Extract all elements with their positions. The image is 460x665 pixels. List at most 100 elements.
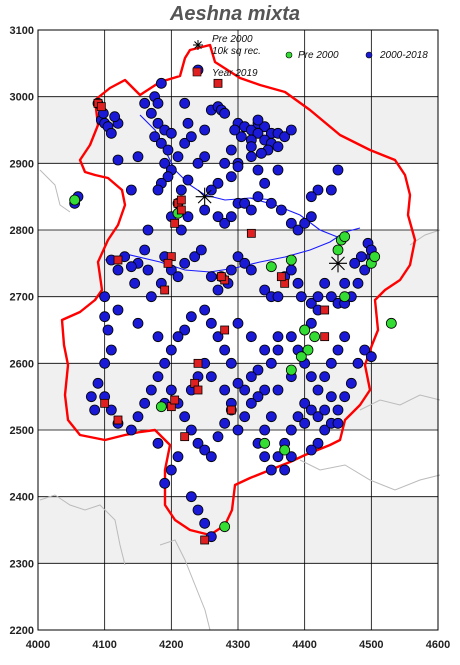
record-dot: [305, 317, 317, 329]
record-dot: [159, 357, 171, 369]
y-tick-label: 2700: [10, 292, 34, 304]
record-square: [176, 195, 186, 205]
record-dot: [182, 117, 194, 129]
record-dot: [152, 97, 164, 109]
x-tick-label: 4100: [92, 639, 116, 651]
y-axis-ticks: 3100 3000 2900 2800 2700 2600 2500 2400 2300 2200: [10, 25, 34, 637]
record-dot: [182, 174, 194, 186]
record-dot: [245, 397, 257, 409]
record-square: [320, 305, 330, 315]
record-dot: [89, 404, 101, 416]
record-dot: [345, 377, 357, 389]
x-tick-label: 4500: [359, 639, 383, 651]
neighbour-boundary-west: [39, 169, 71, 213]
record-square: [176, 205, 186, 215]
record-dot: [245, 331, 257, 343]
record-dot: [259, 384, 271, 396]
record-square: [170, 395, 180, 405]
record-dot: [155, 137, 167, 149]
record-dot: [295, 351, 307, 363]
record-dot: [175, 184, 187, 196]
record-dot: [92, 377, 104, 389]
record-dot: [352, 357, 364, 369]
record-dot: [235, 131, 247, 143]
record-square: [170, 218, 180, 228]
record-dot: [105, 127, 117, 139]
y-tick-label: 2300: [10, 558, 34, 570]
record-star: [329, 254, 347, 273]
record-square: [276, 272, 286, 282]
record-dot: [245, 141, 257, 153]
record-dot: [302, 344, 314, 356]
series-10k-sq-rec: [195, 187, 347, 273]
legend-green-dot-icon: [285, 51, 293, 59]
y-tick-label: 2200: [10, 625, 34, 637]
record-dot: [152, 371, 164, 383]
record-dot: [285, 451, 297, 463]
record-dot: [142, 264, 154, 276]
record-dot: [292, 411, 304, 423]
record-dot: [299, 324, 311, 336]
record-dot: [275, 204, 287, 216]
record-dot: [199, 204, 211, 216]
y-tick-label: 2900: [10, 158, 34, 170]
record-dot: [279, 444, 291, 456]
record-dot: [112, 154, 124, 166]
record-dot: [199, 304, 211, 316]
x-tick-label: 4200: [159, 639, 183, 651]
legend-green-label: Pre 2000: [298, 50, 339, 61]
record-dot: [305, 371, 317, 383]
record-dot: [259, 424, 271, 436]
legend-red-square-icon: [192, 67, 202, 77]
record-dot: [139, 97, 151, 109]
record-dot: [252, 127, 264, 139]
y-tick-label: 3100: [10, 25, 34, 37]
record-dot: [239, 257, 251, 269]
record-square: [180, 432, 190, 442]
record-dot: [185, 131, 197, 143]
record-dot: [165, 344, 177, 356]
record-dot: [325, 391, 337, 403]
record-square: [113, 415, 123, 425]
record-dot: [205, 317, 217, 329]
record-dot: [125, 184, 137, 196]
record-dot: [225, 211, 237, 223]
record-dot: [199, 517, 211, 529]
record-dot: [219, 217, 231, 229]
record-dot: [85, 391, 97, 403]
record-dot: [132, 411, 144, 423]
record-dot: [185, 311, 197, 323]
record-dot: [319, 424, 331, 436]
record-dot: [359, 264, 371, 276]
legend-red-label: Year 2019: [212, 68, 258, 79]
record-dot: [245, 204, 257, 216]
record-square: [160, 285, 170, 295]
record-dot: [305, 191, 317, 203]
record-dot: [285, 331, 297, 343]
record-dot: [259, 437, 271, 449]
record-dot: [179, 411, 191, 423]
record-star: [195, 187, 214, 206]
record-dot: [272, 141, 284, 153]
record-dot: [145, 107, 157, 119]
record-dot: [159, 157, 171, 169]
record-dot: [305, 297, 317, 309]
record-dot: [312, 437, 324, 449]
record-dot: [152, 437, 164, 449]
record-dot: [272, 451, 284, 463]
y-tick-label: 3000: [10, 92, 34, 104]
record-dot: [285, 424, 297, 436]
record-dot: [232, 424, 244, 436]
record-dot: [312, 291, 324, 303]
record-square: [200, 535, 210, 545]
neighbour-boundary-south: [159, 539, 211, 631]
record-dot: [312, 411, 324, 423]
record-dot: [259, 344, 271, 356]
record-dot: [285, 124, 297, 136]
record-dot: [189, 251, 201, 263]
record-dot: [305, 444, 317, 456]
record-dot: [332, 244, 344, 256]
record-dot: [272, 164, 284, 176]
record-dot: [339, 291, 351, 303]
